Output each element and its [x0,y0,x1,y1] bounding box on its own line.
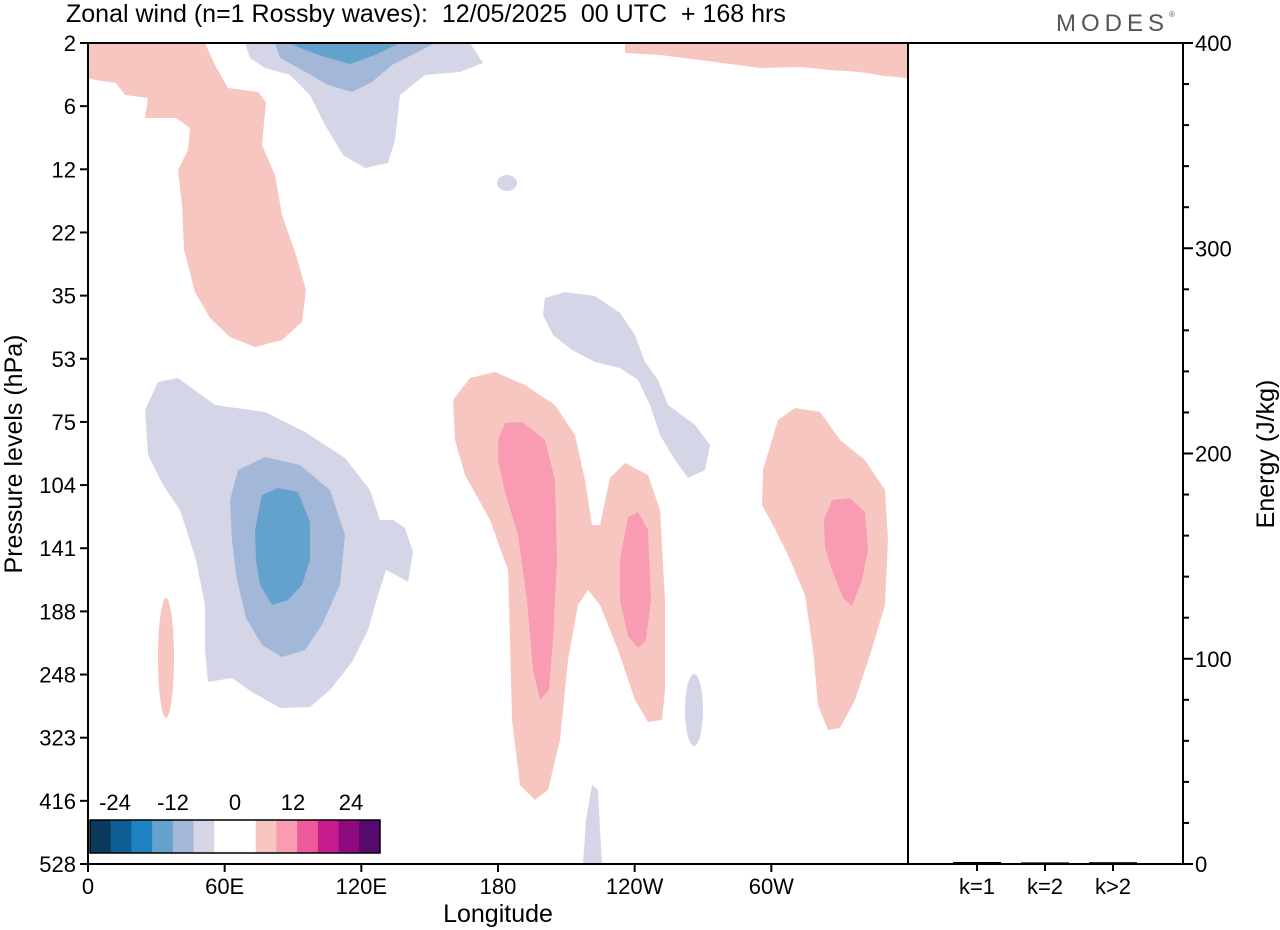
logo-text: MODES [1056,10,1170,37]
energy-tick-label: 100 [1195,647,1232,672]
y-tick-label: 141 [39,536,76,561]
logo-mark: ® [1169,10,1175,19]
contour-positive-l2 [498,422,557,700]
energy-tick-label: 200 [1195,442,1232,467]
colorbar-border [89,819,381,854]
x-axis: 0 60E 120E 180 120W 60W [82,864,794,899]
contour-positive-l1 [762,408,888,730]
colorbar-swatch [193,820,215,853]
y-tick-label: 323 [39,726,76,751]
contour-positive-l1 [625,43,908,78]
energy-bar [1089,862,1137,865]
colorbar-swatch [317,820,340,853]
x-axis-label: Longitude [443,900,553,928]
y-tick-label: 2 [64,31,76,56]
colorbar-swatch [152,820,174,853]
y-tick-label: 416 [39,789,76,814]
y-tick-label: 188 [39,599,76,624]
y-tick-label: 35 [52,284,76,309]
x-tick-label: 0 [82,874,94,899]
contour-negative-l3 [255,488,310,605]
y-tick-label: 248 [39,663,76,688]
contour-negative-l1 [543,292,710,478]
energy-tick-label: 300 [1195,236,1232,261]
contour-field [88,43,908,864]
y-tick-label: 12 [52,157,76,182]
contour-negative-l3 [290,43,400,64]
y-axis-label: Pressure levels (hPa) [0,335,28,574]
energy-category-label: k>2 [1095,874,1131,899]
contour-positive-l1 [158,598,174,718]
contour-positive-l1 [88,43,306,347]
colorbar-swatch [255,820,277,853]
colorbar-label: 0 [229,790,241,815]
energy-tick-label: 0 [1195,852,1207,877]
energy-bars: k=1 k=2 k>2 [953,861,1137,899]
y-tick-label: 528 [39,852,76,877]
colorbar-swatches [89,819,381,854]
colorbar-swatch [338,820,360,853]
y-axis: 2 6 12 22 35 53 75 104 141 188 248 323 416 528 [39,31,88,877]
colorbar-label: 12 [281,790,305,815]
x-tick-label: 180 [480,874,517,899]
colorbar-label: -24 [99,790,131,815]
energy-axis: 0 100 200 300 400 [1183,31,1232,877]
energy-category-label: k=2 [1027,874,1063,899]
chart-title: Zonal wind (n=1 Rossby waves): 12/05/202… [66,0,786,28]
y-tick-label: 104 [39,473,76,498]
x-tick-label: 120E [336,874,387,899]
modes-logo: MODES® [1056,10,1175,38]
y-tick-label: 6 [64,94,76,119]
energy-bar [1021,862,1069,865]
contour-negative-l1 [497,175,517,191]
colorbar-swatch [297,820,319,853]
y-tick-label: 22 [52,220,76,245]
colorbar: -24 -12 0 12 24 [88,788,382,864]
colorbar-swatch [235,820,257,853]
contour-negative-l1 [245,43,483,168]
colorbar-swatch [276,820,298,853]
contour-negative-l2 [275,43,435,92]
x-tick-label: 60E [205,874,244,899]
colorbar-labels: -24 -12 0 12 24 [99,790,363,815]
colorbar-label: 24 [339,790,363,815]
colorbar-swatch [214,820,236,853]
energy-axis-label: Energy (J/kg) [1252,380,1280,529]
contour-positive-l2 [824,498,868,606]
contour-negative-l1 [685,674,703,746]
colorbar-swatch [131,820,153,853]
energy-tick-label: 400 [1195,31,1232,56]
y-tick-label: 75 [52,410,76,435]
energy-panel-frame [907,42,1184,865]
x-tick-label: 120W [606,874,664,899]
x-tick-label: 60W [749,874,794,899]
y-tick-label: 53 [52,347,76,372]
energy-category-label: k=1 [959,874,995,899]
contour-positive-l2 [620,512,651,648]
colorbar-label: -12 [157,790,189,815]
colorbar-swatch [110,820,132,853]
colorbar-swatch [359,820,381,853]
colorbar-swatch [90,820,112,853]
energy-bar [953,861,1001,864]
colorbar-swatch [172,820,195,853]
contour-negative-l1 [583,785,602,864]
